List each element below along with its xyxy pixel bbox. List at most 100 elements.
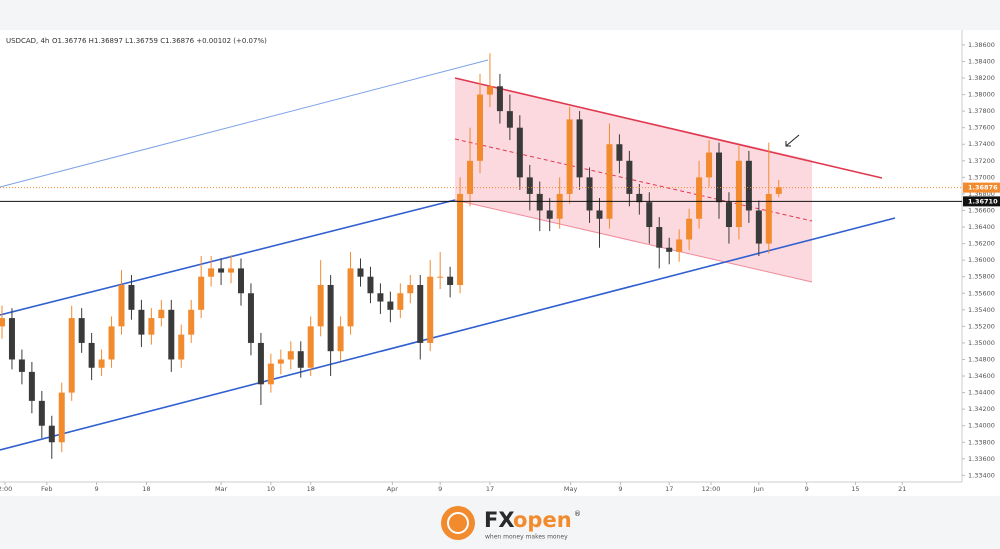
level-badge [963, 196, 1000, 207]
x-tick-label: May [564, 485, 578, 493]
candle-body [128, 284, 135, 310]
candles [0, 53, 782, 459]
y-tick-label: 1.38000 [968, 91, 995, 99]
candle-body [357, 268, 364, 277]
y-tick-label: 1.35800 [968, 273, 995, 281]
candle-body [586, 177, 593, 211]
brand-open: open [513, 508, 572, 532]
y-tick-label: 1.37600 [968, 124, 995, 132]
bottom-bar [0, 496, 1000, 549]
x-tick-label: 9 [805, 485, 809, 493]
candle-body [725, 202, 732, 228]
last-price-label: 1.36876 [968, 184, 998, 192]
x-tick-label: Mar [215, 485, 228, 493]
candle-body [397, 293, 404, 310]
y-tick-label: 1.36000 [968, 256, 995, 264]
logo [441, 506, 475, 540]
candle-body [536, 193, 543, 211]
channel-top-line [454, 77, 883, 179]
ohlc-legend: O1.36776 H1.36897 L1.36759 C1.36876 +0.0… [52, 37, 267, 45]
logo-icon-detail [447, 512, 469, 534]
candle-body [457, 193, 464, 285]
channel-mid-line [454, 138, 813, 222]
top-bar [0, 0, 1000, 30]
candle-body [576, 119, 583, 178]
candle-body [745, 160, 752, 211]
candle-body [636, 193, 643, 203]
candle-body [247, 293, 254, 343]
y-tick-label: 1.33400 [968, 471, 995, 479]
candle-body [486, 86, 493, 95]
brand-tagline: when money makes money [485, 534, 568, 541]
candle-body [178, 334, 185, 360]
candle-body [477, 94, 483, 161]
candle-body [267, 363, 274, 385]
candle-body [18, 359, 25, 372]
y-tick-label: 1.33600 [968, 455, 995, 463]
candle-body [626, 160, 633, 194]
x-tick-label: 10 [267, 485, 275, 493]
candle-body [327, 284, 334, 352]
y-tick-label: 1.37000 [968, 173, 995, 181]
candle-body [287, 351, 294, 360]
y-tick-label: 1.33800 [968, 438, 995, 446]
x-tick-label: 17 [486, 485, 494, 493]
candle-body [417, 284, 424, 343]
candle-body [735, 160, 742, 228]
candle-body [596, 210, 603, 219]
candle-body [467, 160, 474, 194]
y-tick-label: 1.38400 [968, 57, 995, 65]
level-label: 1.36710 [968, 197, 998, 205]
candle-body [78, 318, 85, 343]
channel-bottom-line [454, 199, 813, 283]
candle-body [48, 425, 55, 443]
candle-body [676, 239, 683, 252]
x-tick-label: 9 [95, 485, 99, 493]
x-tick-label: 9 [438, 485, 442, 493]
candle-body [546, 210, 553, 219]
candle-body [238, 268, 244, 294]
candle-body [616, 144, 623, 161]
brand-mark: ® [574, 510, 581, 518]
x-tick-label: 18 [307, 485, 315, 493]
y-tick-label: 1.36400 [968, 223, 995, 231]
candle-body [696, 177, 703, 219]
candle-body [516, 127, 523, 178]
candle-body [58, 392, 65, 443]
arrow-head [785, 141, 791, 147]
y-tick-label: 1.35400 [968, 306, 995, 314]
candle-body [168, 309, 175, 360]
candle-body [387, 301, 394, 310]
y-tick-label: 1.36800 [968, 190, 995, 198]
y-tick-label: 1.34400 [968, 389, 995, 397]
candle-body [228, 268, 235, 273]
candle-body [427, 276, 434, 343]
candle-body [277, 359, 284, 364]
y-tick-label: 1.38600 [968, 41, 995, 49]
candle-body [257, 342, 264, 385]
candle-body [0, 318, 5, 327]
last-price-badge [963, 182, 1000, 193]
y-tick-label: 1.37200 [968, 157, 995, 165]
x-tick-label: 18 [142, 485, 150, 493]
y-tick-label: 1.37400 [968, 140, 995, 148]
candle-body [347, 268, 354, 327]
upper-trend-line [0, 59, 489, 188]
candle-body [198, 276, 205, 310]
y-tick-label: 1.35600 [968, 289, 995, 297]
candle-body [526, 177, 533, 194]
y-tick-label: 1.38200 [968, 74, 995, 82]
ascending-channel-top [0, 199, 456, 316]
drawings [0, 59, 896, 451]
arrow [785, 134, 800, 147]
y-tick-label: 1.34200 [968, 405, 995, 413]
candle-body [407, 284, 414, 294]
candle-body [775, 187, 782, 194]
candle-body [606, 144, 613, 219]
candle-body [656, 227, 663, 248]
candle-body [188, 309, 195, 335]
y-tick-label: 1.34600 [968, 372, 995, 380]
x-tick-label: 17 [665, 485, 673, 493]
candle-body [317, 284, 324, 327]
